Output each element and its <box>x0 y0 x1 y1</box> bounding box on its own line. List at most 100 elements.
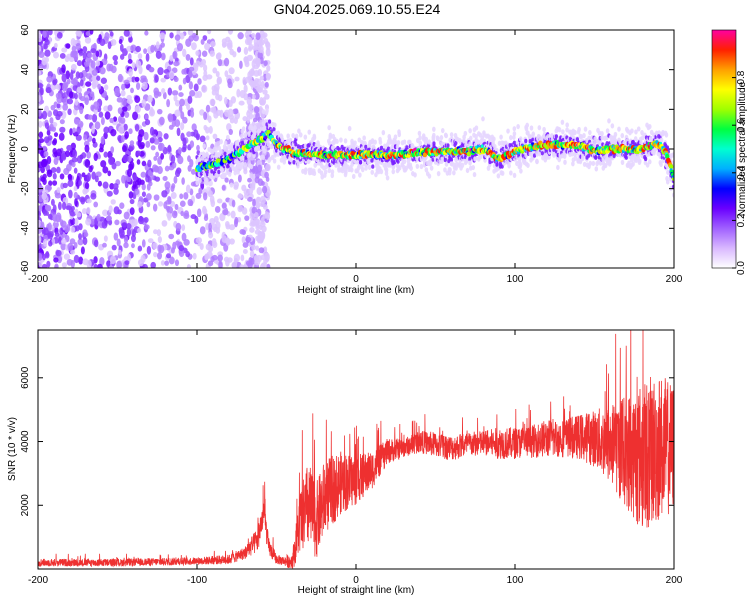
spectrogram-noise-cell <box>166 99 171 108</box>
spectrogram-noise-cell <box>58 132 65 141</box>
spectrogram-noise-cell <box>61 153 67 161</box>
spectrogram-noise-cell <box>68 189 73 199</box>
spectrogram-ridge-halo <box>225 134 230 141</box>
spectrogram-noise-cell <box>244 192 249 199</box>
spectrogram-noise-cell <box>156 108 163 115</box>
spectrogram-noise-cell <box>145 53 150 62</box>
spectrogram-ridge-halo <box>594 166 599 172</box>
spectrogram-noise-cell <box>244 215 250 221</box>
spectrogram-noise-cell <box>195 60 201 67</box>
spectrogram-noise-cell <box>70 38 76 47</box>
spectrogram-noise-cell <box>266 73 271 81</box>
spectrogram-noise-cell <box>209 50 215 57</box>
spectrogram-noise-cell <box>173 76 179 83</box>
spectrogram-noise-cell <box>205 135 210 141</box>
spectrogram-noise-cell <box>178 244 185 252</box>
spectrogram-ridge-halo <box>402 158 407 165</box>
spectrogram-noise-cell <box>117 107 123 115</box>
spectrogram-ridge-halo <box>261 154 266 161</box>
spectrogram-noise-cell <box>259 75 265 81</box>
spectrogram-noise-cell <box>129 207 135 216</box>
spectrogram-noise-cell <box>164 181 171 190</box>
spectrogram-noise-cell <box>243 46 249 55</box>
spectrogram-noise-cell <box>208 126 213 134</box>
spectrogram-noise-cell <box>103 151 108 158</box>
spectrogram-noise-cell <box>76 155 83 164</box>
spectrogram-ridge-halo <box>236 169 240 175</box>
spectrogram-noise-cell <box>207 115 212 123</box>
spectrogram-noise-cell <box>67 242 74 252</box>
spectrogram-noise-cell <box>228 100 233 108</box>
spectrogram-noise-cell <box>58 236 62 245</box>
spectrogram-noise-cell <box>46 75 53 83</box>
spectrogram-noise-cell <box>241 207 248 215</box>
spectrogram-noise-cell <box>60 242 66 251</box>
spectrogram-noise-cell <box>74 98 79 106</box>
spectrogram-noise-cell <box>105 216 112 222</box>
spectrogram-noise-cell <box>162 175 168 182</box>
spectrogram-noise-cell <box>257 164 263 173</box>
spectrogram-noise-cell <box>101 220 108 229</box>
spectrogram-noise-cell <box>134 124 140 132</box>
spectrogram-noise-cell <box>167 197 172 205</box>
spectrogram-noise-cell <box>134 95 141 103</box>
spectrogram-noise-cell <box>38 95 41 103</box>
spectrogram-ridge-halo <box>291 132 295 139</box>
spectrogram-ridge-halo <box>556 164 560 171</box>
spectrogram-ridge-halo <box>531 131 536 137</box>
spectrogram-ridge-halo <box>378 136 382 142</box>
spectrogram-noise-cell <box>141 99 147 108</box>
spectrogram-ridge-halo <box>276 130 280 136</box>
spectrogram-ridge-halo <box>243 162 247 168</box>
spectrogram-noise-cell <box>238 192 243 199</box>
spectrogram-noise-cell <box>186 131 192 137</box>
spectrogram-ridge-halo <box>436 171 441 177</box>
spectrogram-ridge-halo <box>526 162 530 168</box>
spectrogram-noise-cell <box>264 171 269 179</box>
spectrogram-noise-cell <box>129 198 135 205</box>
spectrogram-noise-cell <box>43 227 50 236</box>
spectrogram-noise-cell <box>126 253 132 263</box>
spectrogram-noise-cell <box>86 151 92 159</box>
spectrogram-noise-cell <box>210 40 216 47</box>
spectrogram-noise-cell <box>202 74 208 81</box>
spectrogram-noise-cell <box>255 42 262 51</box>
spectrogram-ridge-halo <box>373 139 377 145</box>
spectrogram-ridge-halo <box>347 125 352 132</box>
spectrogram-noise-cell <box>201 58 207 66</box>
spectrogram-noise-cell <box>168 256 175 265</box>
spectrogram-noise-cell <box>237 174 242 183</box>
spectrogram-noise-cell <box>173 61 180 67</box>
spectrogram-noise-cell <box>116 97 123 103</box>
spectrogram-noise-cell <box>167 144 172 153</box>
spectrogram-ridge-halo <box>367 164 372 170</box>
spectrogram-ridge-halo <box>542 126 546 133</box>
spectrogram-noise-cell <box>50 198 55 206</box>
spectrogram-noise-cell <box>178 84 183 91</box>
spectrogram-noise-cell <box>74 217 79 226</box>
spectrogram-ridge-halo <box>610 123 615 129</box>
spectrogram-noise-cell <box>192 252 197 260</box>
spectrogram-noise-cell <box>70 63 77 71</box>
spectrogram-noise-cell <box>82 46 88 53</box>
spectrogram-noise-cell <box>38 260 43 268</box>
spectrogram-ridge-halo <box>620 159 625 165</box>
spectrogram-noise-cell <box>85 81 92 87</box>
spectrogram-noise-cell <box>173 175 178 184</box>
spectrogram-noise-cell <box>53 257 59 263</box>
spectrogram-noise-cell <box>135 45 141 53</box>
spectrogram-noise-cell <box>171 90 179 96</box>
spectrogram-noise-cell <box>88 165 93 173</box>
spectrogram-ridge-band <box>624 155 628 160</box>
spectrogram-noise-cell <box>101 92 107 98</box>
spectrogram-noise-cell <box>69 91 74 99</box>
spectrogram-ridge-halo <box>659 161 663 167</box>
spectrogram-noise-cell <box>59 227 64 235</box>
spectrogram-ridge-halo <box>214 172 218 178</box>
spectrogram-ridge-halo <box>205 180 209 186</box>
spectrogram-noise-cell <box>118 39 123 45</box>
spectrogram-noise-cell <box>264 252 270 262</box>
spectrogram-noise-cell <box>68 57 75 63</box>
spectrogram-ridge-halo <box>647 159 652 165</box>
spectrogram-noise-cell <box>236 46 242 53</box>
